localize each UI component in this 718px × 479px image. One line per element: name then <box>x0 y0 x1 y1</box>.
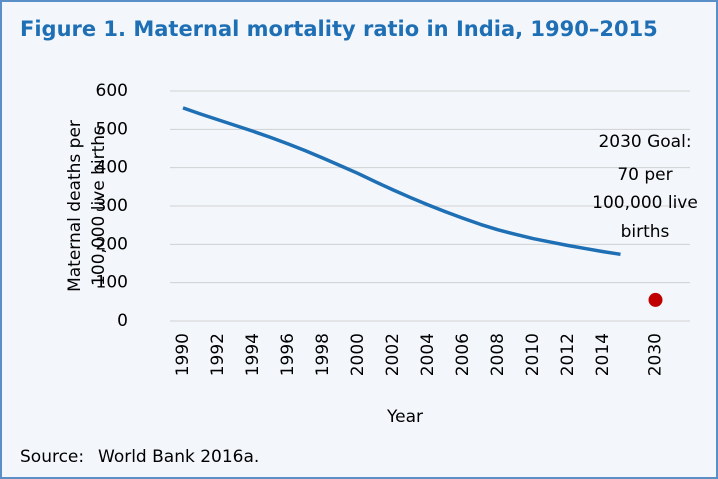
x-tick-label: 2014 <box>593 333 613 376</box>
chart-title: Figure 1. Maternal mortality ratio in In… <box>20 17 658 41</box>
goal-dot <box>648 292 663 307</box>
annotation: births <box>621 222 670 242</box>
x-tick-label: 2006 <box>453 333 473 376</box>
x-tick-label: 2004 <box>418 333 438 376</box>
x-tick-label: 1998 <box>313 333 333 376</box>
y-tick-label: 100 <box>96 273 128 293</box>
y-tick-label: 0 <box>117 311 128 331</box>
y-tick-label: 200 <box>96 234 128 254</box>
x-tick-label: 1992 <box>208 333 228 376</box>
annotation: 70 per <box>617 165 672 185</box>
annotation: 2030 Goal: <box>598 132 691 152</box>
y-tick-label: 400 <box>96 158 128 178</box>
y-tick-label: 600 <box>96 81 128 101</box>
y-tick-label: 500 <box>96 119 128 139</box>
data-line <box>182 106 621 257</box>
x-tick-label: 2030 <box>646 333 666 376</box>
y-axis-label: 100,000 live births <box>89 126 109 286</box>
source-text: World Bank 2016a. <box>98 447 259 467</box>
x-tick-label: 2008 <box>488 333 508 376</box>
x-axis-label: Year <box>386 407 423 427</box>
x-tick-label: 1996 <box>278 333 298 376</box>
x-tick-label: 2010 <box>523 333 543 376</box>
y-axis-label: Maternal deaths per <box>65 120 85 292</box>
source-label: Source: <box>20 447 84 467</box>
annotation: 100,000 live <box>592 193 698 213</box>
x-tick-label: 1990 <box>173 333 193 376</box>
x-tick-label: 2000 <box>348 333 368 376</box>
x-tick-label: 2002 <box>383 333 403 376</box>
x-tick-label: 1994 <box>243 333 263 376</box>
y-tick-label: 300 <box>96 196 128 216</box>
x-tick-label: 2012 <box>558 333 578 376</box>
